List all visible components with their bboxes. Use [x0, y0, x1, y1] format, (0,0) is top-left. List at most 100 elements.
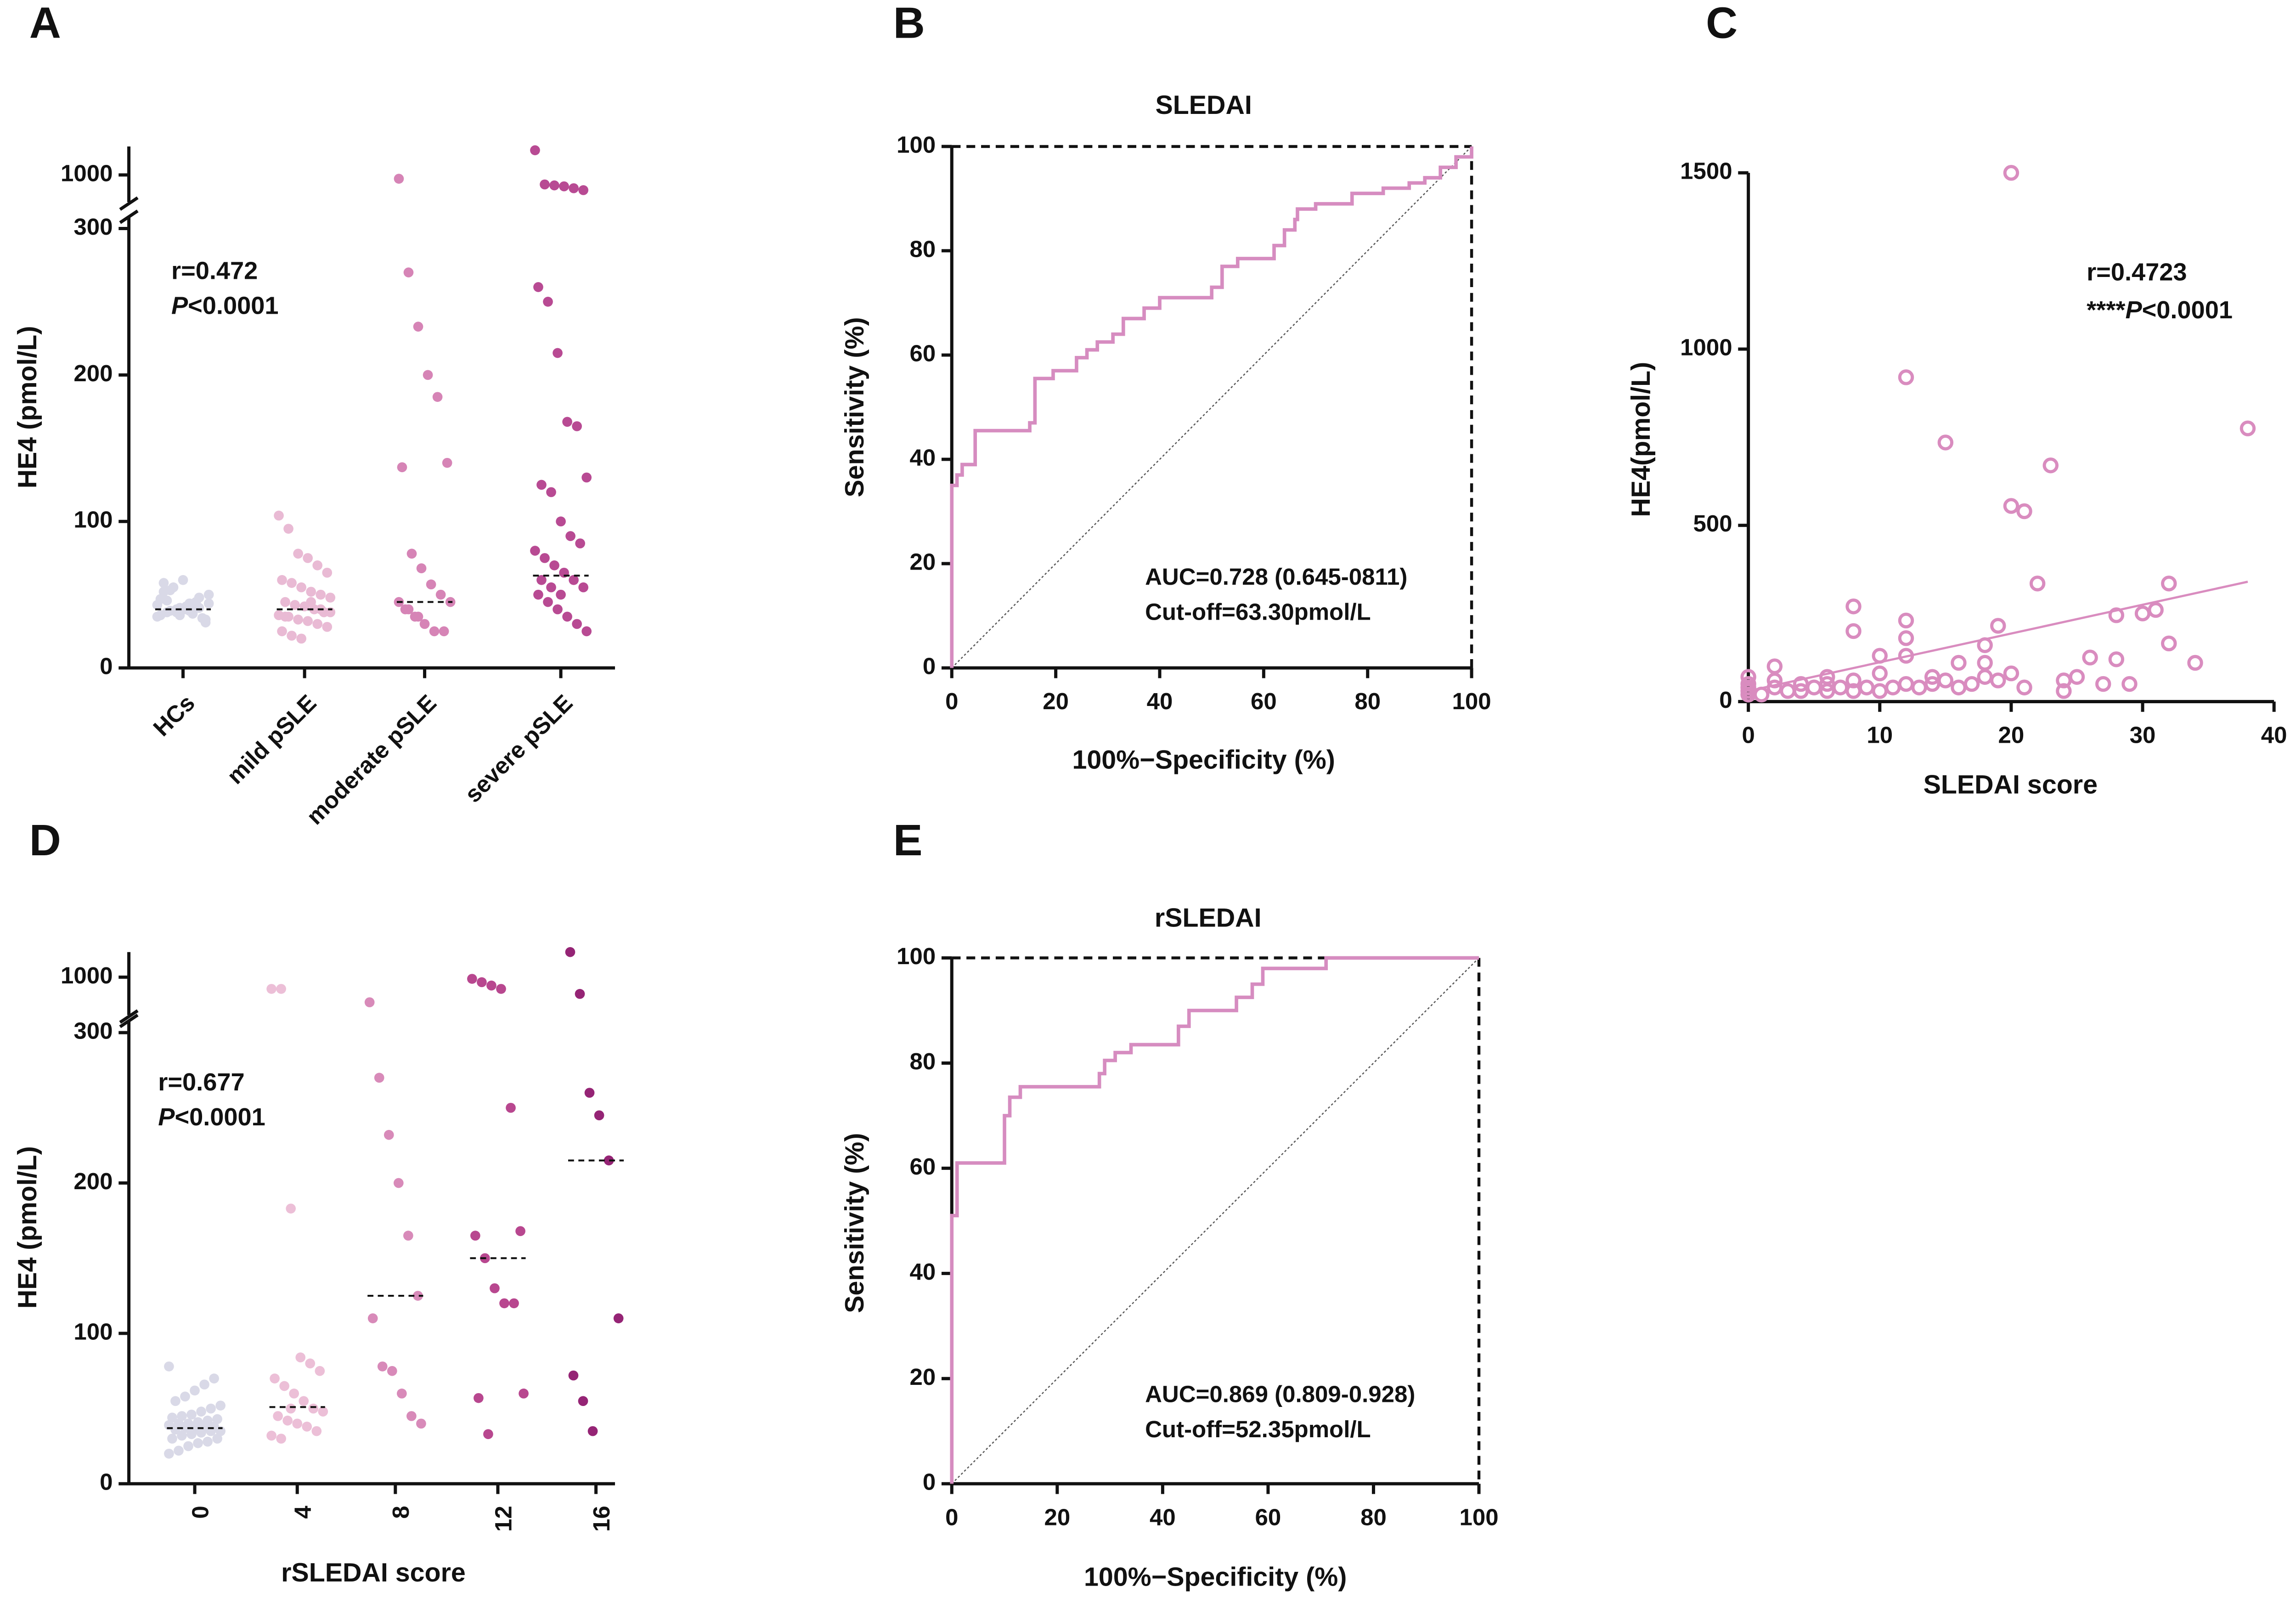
data-dot — [393, 1178, 404, 1188]
data-dot — [367, 1313, 378, 1323]
data-dot — [209, 1422, 219, 1432]
data-dot — [575, 988, 585, 999]
data-point — [2003, 165, 2020, 181]
data-point — [2056, 683, 2072, 699]
data-point — [1832, 679, 1849, 695]
data-point — [1740, 686, 1756, 703]
y-tick-label: 40 — [909, 444, 936, 470]
data-dot — [287, 578, 297, 588]
axis-break — [119, 1009, 139, 1024]
data-point — [1977, 637, 1993, 653]
data-dot — [403, 604, 414, 615]
data-dot — [290, 600, 300, 610]
axis-break — [119, 209, 139, 224]
data-dot — [396, 1388, 407, 1399]
data-point — [2161, 576, 2177, 592]
x-tick-label: 10 — [1867, 722, 1893, 748]
data-dot — [403, 1231, 413, 1241]
data-dot — [312, 560, 323, 570]
x-axis-label: 100%−Specificity (%) — [1084, 1563, 1347, 1592]
x-tick-label: 20 — [1998, 722, 2025, 748]
data-dot — [374, 1073, 384, 1083]
data-dot — [193, 1438, 203, 1448]
data-point — [1898, 676, 1914, 692]
data-dot — [506, 1102, 516, 1113]
data-point — [1793, 683, 1809, 699]
y-tick-label: 1500 — [1680, 158, 1732, 184]
data-dot — [483, 1429, 493, 1440]
data-dot — [540, 179, 550, 190]
data-point — [2003, 665, 2020, 682]
y-tick-label: 300 — [73, 1018, 113, 1044]
data-point — [1845, 599, 1862, 615]
y-tick-label: 0 — [923, 653, 936, 679]
data-dot — [190, 1385, 200, 1396]
data-dot — [303, 553, 313, 563]
data-dot — [413, 611, 423, 622]
data-point — [1990, 618, 2006, 634]
data-point — [2042, 457, 2059, 474]
data-point — [1898, 612, 1914, 629]
data-dot — [322, 621, 333, 632]
y-tick-label: 0 — [923, 1469, 936, 1495]
y-axis-label: Sensitivity (%) — [840, 1133, 869, 1313]
data-point — [1845, 672, 1862, 689]
data-dot — [308, 1403, 319, 1414]
y-axis-label: HE4 (pmol/L) — [13, 1146, 42, 1309]
annotation: Cut-off=52.35pmol/L — [1145, 1416, 1371, 1442]
annotation-p: P<0.0001 — [158, 1104, 265, 1131]
data-point — [1951, 655, 1967, 671]
data-dot — [325, 607, 336, 617]
data-point — [1766, 679, 1783, 695]
p-value: <0.0001 — [2142, 297, 2233, 324]
data-dot — [578, 1396, 588, 1406]
y-tick-label: 40 — [909, 1259, 936, 1285]
data-point — [1951, 679, 1967, 695]
data-dot — [203, 1415, 213, 1426]
y-tick-label: 1000 — [1680, 334, 1732, 360]
data-point — [1819, 683, 1835, 699]
data-dot — [565, 947, 575, 957]
data-dot — [193, 1417, 203, 1427]
y-tick-label: 1000 — [61, 962, 113, 988]
data-dot — [276, 984, 286, 994]
data-dot — [158, 578, 169, 588]
data-point — [1911, 679, 1927, 695]
data-point — [1898, 648, 1914, 664]
data-point — [1898, 369, 1914, 385]
y-axis-label: HE4 (pmol/L) — [13, 326, 42, 489]
data-dot — [303, 616, 313, 626]
data-dot — [613, 1313, 624, 1323]
data-dot — [565, 531, 575, 541]
data-point — [1780, 683, 1796, 699]
y-tick-label: 0 — [1719, 687, 1732, 713]
y-tick-label: 20 — [909, 1364, 936, 1390]
data-dot — [305, 1358, 316, 1369]
data-point — [2082, 649, 2098, 666]
data-dot — [384, 1129, 394, 1140]
data-dot — [549, 180, 559, 191]
data-dot — [406, 1411, 417, 1421]
data-dot — [200, 617, 211, 628]
data-dot — [569, 183, 579, 193]
y-tick-label: 100 — [897, 943, 936, 969]
x-axis-label: rSLEDAI score — [281, 1558, 466, 1587]
data-dot — [423, 370, 433, 380]
x-axis-label: 100%−Specificity (%) — [1072, 745, 1335, 774]
data-dot — [604, 1155, 614, 1166]
y-tick-label: 60 — [909, 1153, 936, 1180]
x-tick-label: 40 — [1147, 688, 1173, 714]
data-dot — [306, 597, 316, 607]
data-dot — [295, 1352, 306, 1363]
axis-break — [119, 1013, 139, 1028]
data-dot — [293, 615, 303, 625]
x-tick-label: severe pSLE — [460, 689, 578, 807]
roc-curve — [950, 956, 1479, 1484]
data-dot — [584, 1088, 595, 1098]
data-dot — [549, 560, 559, 570]
data-dot — [318, 1406, 328, 1417]
p-value: <0.0001 — [188, 292, 278, 320]
data-dot — [174, 1418, 184, 1429]
data-dot — [206, 1403, 216, 1414]
